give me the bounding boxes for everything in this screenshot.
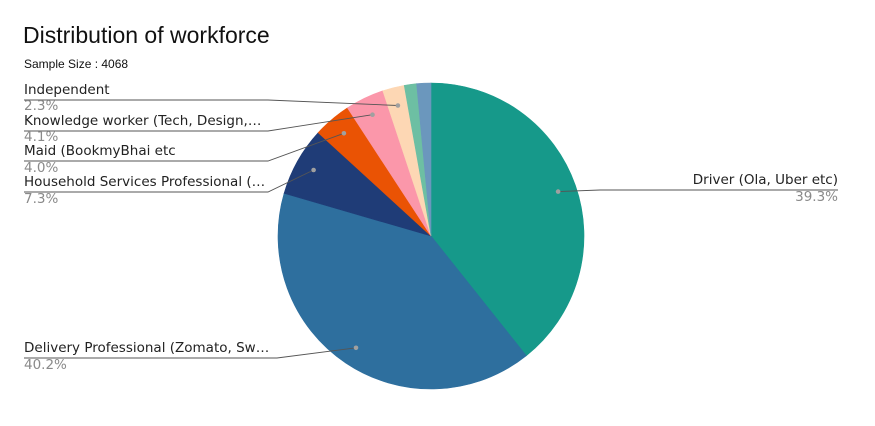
slice-percent-4: 4.1% [24,129,58,145]
slice-percent-3: 4.0% [24,160,58,176]
chart-subtitle: Sample Size : 4068 [24,57,129,71]
slice-percent-2: 7.3% [24,191,58,207]
callout-dot-2 [311,167,316,173]
slice-percent-5: 2.3% [24,98,58,114]
callout-line-5 [24,99,398,106]
slice-label-0: Driver (Ola, Uber etc) [693,172,838,188]
callout-line-3 [24,132,345,162]
pie-slice-7 [416,82,432,237]
pie-slice-0 [430,82,585,357]
slice-label-1: Delivery Professional (Zomato, Sw… [24,340,269,356]
slice-percent-1: 40.2% [24,357,67,373]
slice-label-2: Household Services Professional (… [24,174,265,190]
callout-line-4 [24,114,373,132]
slice-label-5: Independent [24,82,110,98]
slice-label-4: Knowledge worker (Tech, Design,… [24,113,261,129]
callout-line-0 [558,189,838,193]
callout-dot-0 [555,189,561,194]
chart-title: Distribution of workforce [23,22,270,48]
callout-dot-4 [370,112,375,117]
pie-slice-1 [277,192,527,390]
callout-dot-5 [395,103,401,108]
callout-line-1 [24,347,357,359]
callout-line-2 [24,169,314,193]
callout-dot-1 [353,345,359,351]
slice-label-3: Maid (BookmyBhai etc [24,143,176,159]
slice-percent-0: 39.3% [795,189,838,205]
callout-dot-3 [341,131,347,136]
